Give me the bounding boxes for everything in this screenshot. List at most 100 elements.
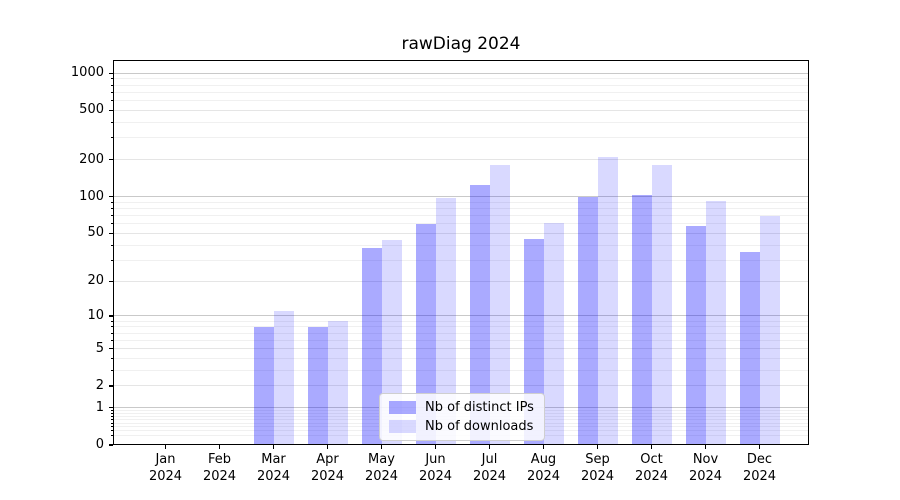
xtick-year: 2024 (310, 468, 345, 484)
bar-downloads-jul (489, 165, 510, 445)
bar-downloads-dec (759, 215, 780, 445)
ytick-minor-mark (110, 426, 113, 428)
gridline-labeled (113, 348, 809, 350)
ytick-label-20: 20 (87, 273, 104, 289)
ytick-label-0: 0 (95, 437, 104, 452)
xtick-month: Apr (316, 452, 339, 467)
ytick-label-500: 500 (79, 102, 104, 118)
gridline-minor (113, 91, 809, 93)
ytick-label-1: 1 (95, 399, 104, 415)
xtick-year: 2024 (472, 468, 507, 484)
ytick-label-1000: 1000 (70, 65, 104, 81)
legend-row-distinct-ips: Nb of distinct IPs (389, 400, 534, 415)
xtick-month: Jul (481, 452, 498, 467)
gridline-minor (113, 369, 809, 371)
gridline-minor (113, 320, 809, 322)
gridline-minor (113, 332, 809, 334)
gridline-minor (113, 121, 809, 123)
xtick-year: 2024 (202, 468, 237, 484)
chart-title: rawDiag 2024 (401, 34, 521, 54)
xtick-month: Nov (692, 452, 719, 467)
xtick-mark-mar (272, 445, 275, 449)
legend-swatch-distinct-ips (389, 401, 416, 414)
xtick-label-jan: Jan 2024 (136, 452, 196, 485)
ytick-minor-mark (110, 419, 113, 421)
xtick-month: Jan (155, 452, 176, 467)
gridline-minor (113, 137, 809, 139)
xtick-mark-jul (488, 445, 491, 449)
xtick-label-oct: Oct 2024 (622, 452, 682, 485)
xtick-mark-oct (650, 445, 653, 449)
plot-area (113, 60, 809, 445)
xtick-label-apr: Apr 2024 (298, 452, 358, 485)
ytick-minor-mark (110, 320, 113, 322)
ytick-label-50: 50 (87, 225, 104, 241)
ytick-minor-mark (110, 244, 113, 246)
gridline-minor (113, 208, 809, 210)
ytick-mark-0 (108, 444, 113, 446)
bar-distinct-ips-jun (415, 223, 436, 445)
xtick-label-dec: Dec 2024 (730, 452, 790, 485)
xtick-year: 2024 (256, 468, 291, 484)
xtick-mark-may (380, 445, 383, 449)
xtick-mark-jun (434, 445, 437, 449)
ytick-label-200: 200 (79, 151, 104, 167)
gridline-minor (113, 215, 809, 217)
gridline-minor (113, 84, 809, 86)
ytick-minor-mark (110, 201, 113, 203)
xtick-mark-aug (542, 445, 545, 449)
ytick-minor-mark (110, 415, 113, 417)
ytick-mark-50 (108, 232, 113, 235)
xtick-label-aug: Aug 2024 (514, 452, 574, 485)
xtick-mark-sep (596, 445, 599, 449)
gridline-labeled (113, 232, 809, 234)
xtick-label-feb: Feb 2024 (190, 452, 250, 485)
xtick-mark-feb (218, 445, 221, 449)
bar-downloads-sep (597, 157, 618, 445)
gridline-minor (113, 326, 809, 328)
xtick-label-jul: Jul 2024 (460, 452, 520, 485)
ytick-minor-mark (110, 215, 113, 217)
bar-downloads-mar (273, 311, 294, 445)
gridline-labeled (113, 159, 809, 161)
bar-downloads-apr (327, 321, 348, 445)
ytick-minor-mark (110, 259, 113, 261)
bar-distinct-ips-nov (685, 225, 706, 445)
ytick-minor-mark (110, 369, 113, 371)
xtick-year: 2024 (418, 468, 453, 484)
xtick-month: Feb (207, 452, 232, 467)
ytick-label-100: 100 (79, 188, 104, 204)
xtick-month: Oct (640, 452, 663, 467)
gridline-major (113, 315, 809, 317)
bar-downloads-jun (435, 198, 456, 445)
bar-downloads-nov (705, 200, 726, 445)
xtick-mark-dec (758, 445, 761, 449)
ytick-minor-mark (110, 223, 113, 225)
ytick-minor-mark (110, 434, 113, 436)
ytick-mark-10 (108, 315, 113, 317)
legend: Nb of distinct IPs Nb of downloads (379, 393, 545, 441)
xtick-year: 2024 (580, 468, 615, 484)
xtick-month: Aug (530, 452, 557, 467)
xtick-month: Sep (585, 452, 610, 467)
ytick-minor-mark (110, 137, 113, 139)
bar-distinct-ips-jul (469, 184, 490, 445)
xtick-mark-jan (164, 445, 167, 449)
gridline-labeled (113, 109, 809, 111)
ytick-mark-5 (108, 347, 113, 350)
ytick-minor-mark (110, 121, 113, 123)
ytick-minor-mark (110, 339, 113, 341)
xtick-year: 2024 (742, 468, 777, 484)
legend-label-distinct-ips: Nb of distinct IPs (425, 400, 534, 415)
bar-distinct-ips-apr (307, 326, 328, 445)
xtick-month: Jun (425, 452, 446, 467)
xtick-year: 2024 (364, 468, 399, 484)
xtick-year: 2024 (526, 468, 561, 484)
xtick-label-mar: Mar 2024 (244, 452, 304, 485)
xtick-label-jun: Jun 2024 (406, 452, 466, 485)
bar-distinct-ips-sep (577, 196, 598, 445)
ytick-mark-2 (108, 385, 113, 387)
xtick-label-nov: Nov 2024 (676, 452, 736, 485)
ytick-minor-mark (110, 84, 113, 86)
